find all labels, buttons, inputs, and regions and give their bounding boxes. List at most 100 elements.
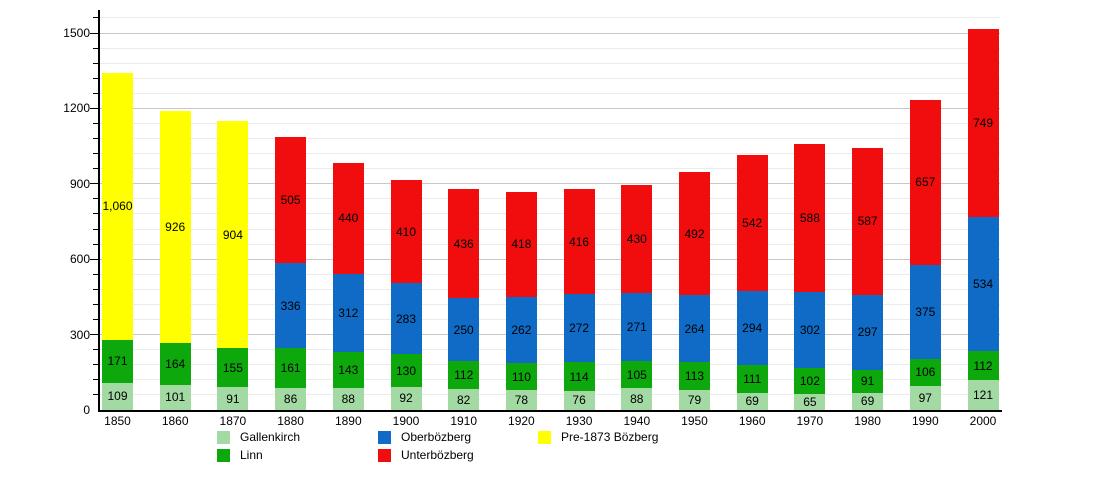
bar-value-label: 112 (973, 358, 993, 373)
bar-segment-linn-1970: 102 (794, 368, 826, 394)
bar-segment-linn-2000: 112 (967, 351, 999, 380)
gridline-minor (100, 303, 1000, 305)
gridline-minor (100, 243, 1000, 245)
bar-segment-pre-1873-b-zberg-1870: 904 (217, 120, 249, 349)
bar-segment-gallenkirch-1990: 97 (909, 385, 941, 410)
y-axis-label: 0 (83, 403, 90, 417)
gridline-major (100, 258, 1000, 260)
bar-segment-unterb-zberg-1900: 410 (390, 180, 422, 284)
bar-value-label: 69 (745, 394, 759, 409)
bar-segment-unterb-zberg-1980: 587 (852, 147, 884, 296)
x-axis-label: 1930 (565, 414, 593, 428)
bar-value-label: 302 (799, 323, 820, 338)
y-tick-minor (93, 122, 98, 124)
legend-label: Pre-1873 Bözberg (561, 430, 659, 444)
bar-value-label: 587 (857, 214, 878, 229)
bar-segment-linn-1990: 106 (909, 358, 941, 386)
bar-value-label: 904 (222, 227, 243, 242)
gridline-minor (100, 273, 1000, 275)
y-tick-major (90, 183, 98, 185)
bar-value-label: 588 (799, 211, 820, 226)
bar-value-label: 271 (626, 320, 647, 335)
bar-segment-linn-1900: 130 (390, 354, 422, 387)
legend-swatch-linn (217, 449, 230, 462)
gridline-minor (100, 349, 1000, 351)
bar-value-label: 130 (395, 363, 417, 378)
bar-segment-oberb-zberg-1890: 312 (332, 273, 364, 352)
x-axis-label: 1870 (219, 414, 247, 428)
bar-value-label: 76 (572, 393, 586, 408)
gridline-minor (100, 379, 1000, 381)
bar-segment-linn-1850: 171 (102, 339, 133, 383)
y-axis-label: 1500 (63, 26, 90, 40)
y-tick-major (90, 334, 98, 336)
bar-value-label: 110 (511, 369, 531, 384)
bar-value-label: 534 (972, 277, 994, 292)
bar-value-label: 91 (860, 374, 875, 389)
x-axis-label: 1980 (854, 414, 881, 428)
bar-value-label: 161 (280, 361, 301, 376)
bar-value-label: 410 (395, 224, 417, 239)
y-tick-major (90, 107, 98, 109)
bar-segment-linn-1950: 113 (679, 361, 710, 391)
x-axis-label: 1990 (911, 414, 939, 428)
bar-value-label: 430 (626, 232, 647, 247)
bar-segment-unterb-zberg-1940: 430 (621, 185, 653, 294)
bar-value-label: 505 (280, 193, 301, 207)
bar-segment-linn-1920: 110 (505, 362, 537, 391)
legend-label: Oberbözberg (401, 430, 472, 444)
x-axis-label: 1960 (738, 414, 766, 428)
bar-segment-unterb-zberg-1990: 657 (909, 99, 941, 265)
bar-value-label: 102 (799, 373, 820, 388)
bar-value-label: 164 (165, 356, 186, 371)
bar-value-label: 272 (569, 321, 590, 336)
x-axis-label: 1880 (277, 414, 304, 428)
y-tick-minor (93, 47, 98, 49)
bar-segment-oberb-zberg-1960: 294 (736, 290, 768, 365)
bar-segment-unterb-zberg-1890: 440 (332, 162, 364, 274)
bar-segment-gallenkirch-1860: 101 (159, 384, 191, 410)
bar-value-label: 264 (684, 321, 705, 336)
bar-value-label: 91 (226, 391, 240, 406)
bar-segment-unterb-zberg-1910: 436 (448, 188, 480, 299)
gridline-minor (100, 17, 1000, 19)
bar-segment-gallenkirch-1870: 91 (217, 387, 249, 410)
bar-segment-oberb-zberg-1930: 272 (563, 293, 595, 363)
bar-value-label: 749 (972, 116, 994, 131)
bar-segment-unterb-zberg-1930: 416 (563, 189, 595, 294)
y-tick-minor (93, 198, 98, 200)
gridline-minor (100, 153, 1000, 155)
x-axis-label: 1900 (392, 414, 420, 428)
bar-segment-gallenkirch-1920: 78 (505, 390, 537, 410)
y-tick-minor (93, 349, 98, 351)
y-tick-major (90, 32, 98, 34)
bar-value-label: 78 (514, 393, 529, 408)
bar-segment-gallenkirch-1940: 88 (621, 387, 653, 410)
bar-value-label: 440 (338, 211, 359, 226)
gridline-minor (100, 62, 1000, 64)
y-axis-label: 600 (69, 252, 90, 267)
bar-value-label: 79 (687, 393, 702, 408)
bar-value-label: 262 (511, 322, 532, 337)
x-axis-label: 1860 (161, 414, 189, 428)
bar-value-label: 109 (107, 389, 128, 404)
bar-value-label: 65 (803, 394, 817, 409)
bar-value-label: 155 (222, 360, 243, 375)
bar-segment-gallenkirch-1960: 69 (736, 392, 768, 410)
bar-value-label: 436 (453, 236, 474, 251)
bar-segment-oberb-zberg-1910: 250 (448, 298, 480, 362)
legend-swatch-gallenkirch (217, 431, 230, 444)
bar-value-label: 416 (569, 234, 590, 249)
bar-value-label: 101 (165, 390, 186, 405)
bar-value-label: 297 (857, 325, 878, 340)
y-tick-minor (93, 17, 98, 19)
y-tick-minor (93, 168, 98, 170)
bar-segment-oberb-zberg-1990: 375 (909, 264, 941, 359)
y-tick-major (90, 258, 98, 260)
bar-value-label: 375 (915, 304, 936, 319)
y-tick-minor (93, 379, 98, 381)
y-tick-minor (93, 319, 98, 321)
legend-swatch-oberb-zberg (378, 431, 391, 444)
bar-segment-gallenkirch-1980: 69 (852, 392, 884, 410)
